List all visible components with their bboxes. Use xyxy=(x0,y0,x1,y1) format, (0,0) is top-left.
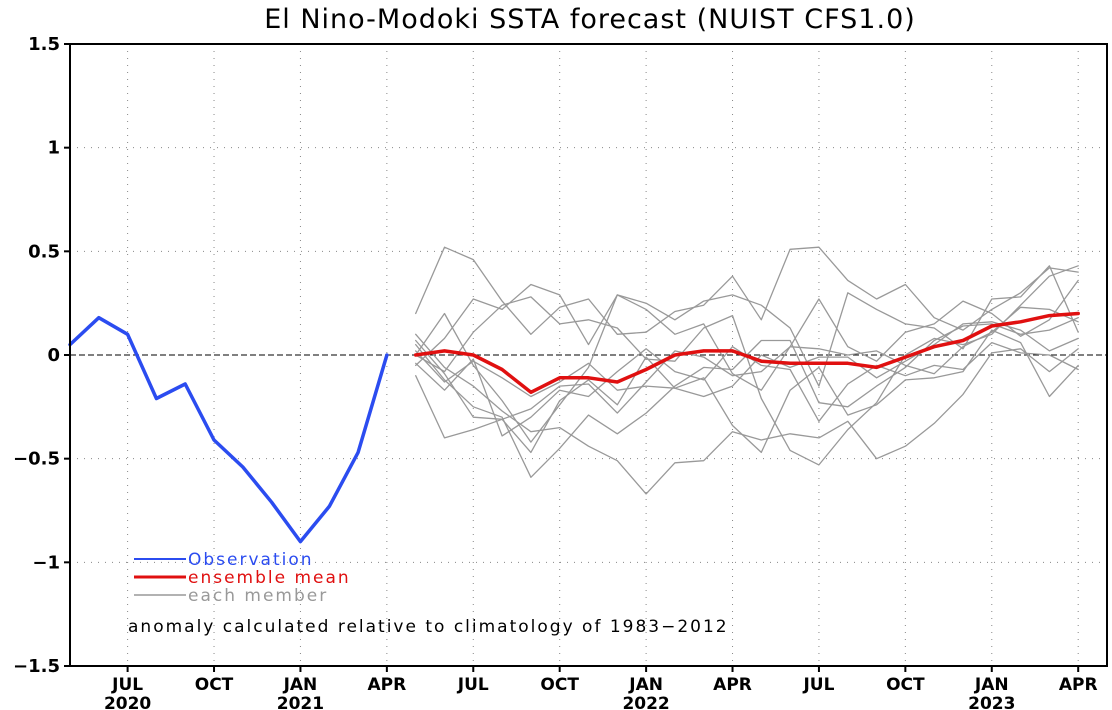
grid xyxy=(70,44,1107,666)
member-line xyxy=(415,329,1079,454)
x-year-label: 2021 xyxy=(277,694,324,710)
member-series-group xyxy=(415,246,1079,495)
x-tick-label: JUL xyxy=(111,675,143,695)
y-tick-label: −1 xyxy=(32,552,60,573)
x-tick-label: JAN xyxy=(628,675,663,695)
x-tick-label: OCT xyxy=(195,675,234,695)
y-tick-label: −1.5 xyxy=(13,656,60,677)
legend-observation-label: Observation xyxy=(188,550,314,570)
ensemble-mean-line xyxy=(413,311,1080,395)
ensemble-mean-group xyxy=(413,311,1080,395)
legend-member-label: each member xyxy=(188,586,328,606)
x-tick-label: APR xyxy=(713,675,752,695)
x-year-label: 2022 xyxy=(622,694,669,710)
x-tick-label: OCT xyxy=(540,675,579,695)
x-tick-label: JAN xyxy=(974,675,1009,695)
observation-line xyxy=(68,315,389,544)
x-tick-label: APR xyxy=(368,675,407,695)
member-line xyxy=(415,279,1079,391)
x-tick-label: JAN xyxy=(283,675,318,695)
y-tick-label: 0.5 xyxy=(28,241,60,262)
member-line xyxy=(415,317,1079,478)
climatology-note: anomaly calculated relative to climatolo… xyxy=(128,617,729,637)
x-tick-label: JUL xyxy=(457,675,489,695)
member-line xyxy=(415,306,1079,420)
member-line xyxy=(415,265,1079,443)
y-tick-label: −0.5 xyxy=(13,449,60,470)
x-tick-label: OCT xyxy=(886,675,925,695)
chart-title: El Nino-Modoki SSTA forecast (NUIST CFS1… xyxy=(264,4,916,35)
y-tick-label: 1 xyxy=(47,138,60,159)
member-line xyxy=(415,333,1079,495)
x-tick-label: APR xyxy=(1059,675,1098,695)
member-line xyxy=(415,246,1079,335)
y-tick-label: 0 xyxy=(47,345,60,366)
member-line xyxy=(415,321,1079,398)
legend-ensemble-mean-label: ensemble mean xyxy=(188,568,351,588)
legend: Observation ensemble mean each member xyxy=(134,550,351,606)
x-tick-label: JUL xyxy=(802,675,834,695)
x-year-label: 2020 xyxy=(104,694,151,710)
observation-group xyxy=(68,315,389,544)
y-tick-label: 1.5 xyxy=(28,34,60,55)
x-year-label: 2023 xyxy=(968,694,1015,710)
y-axis: 1.5 1 0.5 0 −0.5 −1 −1.5 xyxy=(13,34,70,677)
